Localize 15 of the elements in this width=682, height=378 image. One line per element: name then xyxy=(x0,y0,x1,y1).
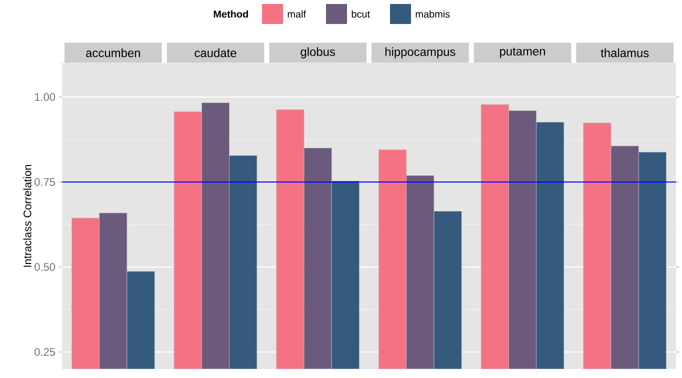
x-tick-label: hippocampus xyxy=(385,47,456,58)
x-tick-label: globus xyxy=(300,47,336,58)
legend-label: mabmis xyxy=(416,10,450,18)
y-tick-label: 0.50 xyxy=(34,263,56,271)
x-tick-label: putamen xyxy=(500,48,545,58)
y-axis-title: Intraclass Correlation xyxy=(23,164,32,267)
legend-label: bcut xyxy=(352,10,370,18)
legend-label: malf xyxy=(288,10,306,18)
legend-title: Method xyxy=(214,10,248,18)
y-tick-label: 0.25 xyxy=(34,348,56,356)
y-tick-label: 0.75 xyxy=(34,178,56,186)
x-tick-label: thalamus xyxy=(600,48,649,58)
y-tick-label: 1.00 xyxy=(34,93,56,101)
x-tick-label: accumben xyxy=(86,48,140,58)
x-tick-label: caudate xyxy=(194,48,236,58)
